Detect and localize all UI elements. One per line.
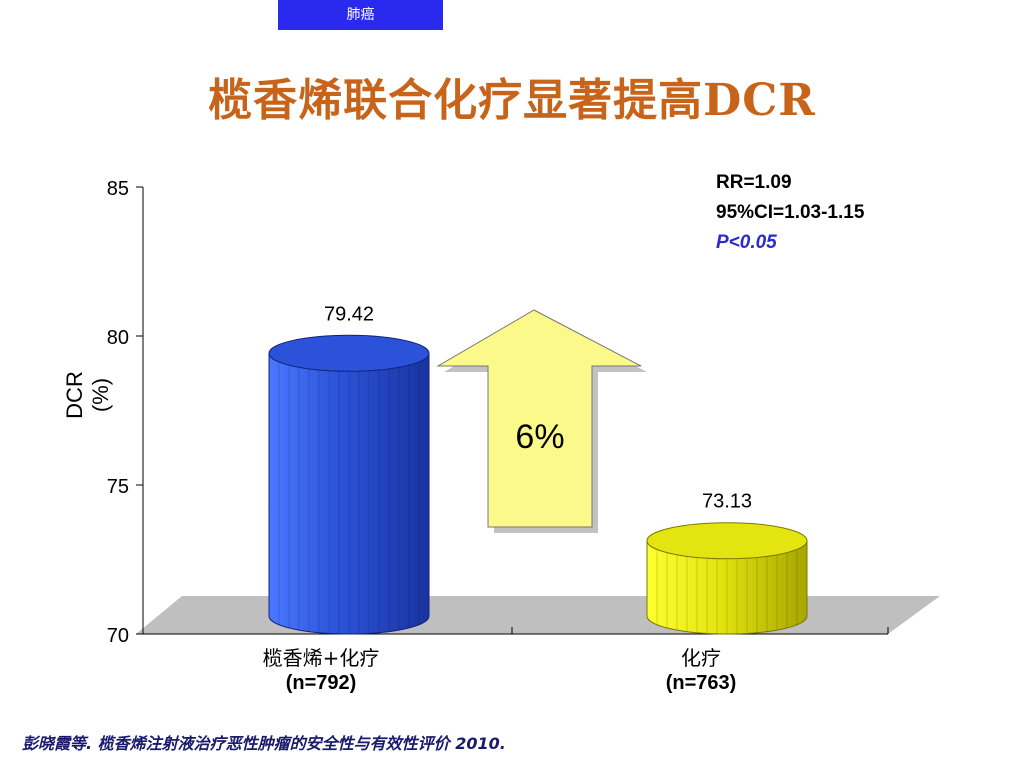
bar-2 [646, 522, 808, 635]
rr-text: RR=1.09 [716, 172, 792, 193]
category-label-1: 榄香烯+化疗 [263, 646, 380, 670]
topic-badge: 肺癌 [278, 0, 443, 30]
value-label-1: 79.42 [324, 303, 374, 325]
y-tick-label: 70 [107, 625, 129, 647]
y-axis-label: DCR(%) [62, 371, 113, 419]
slide-title: 榄香烯联合化疗显著提高DCR [208, 75, 816, 126]
bar-1 [268, 334, 430, 635]
p-value-text: P<0.05 [716, 232, 777, 253]
y-tick-label: 75 [107, 476, 129, 498]
y-tick-label: 85 [107, 178, 129, 200]
stats-box: RR=1.09 95%CI=1.03-1.15 P<0.05 [716, 168, 864, 258]
category-sublabel-1: (n=792) [286, 672, 357, 694]
ci-text: 95%CI=1.03-1.15 [716, 202, 865, 223]
chart-floor [136, 596, 940, 634]
value-label-2: 73.13 [702, 491, 752, 513]
increase-label: 6% [515, 418, 564, 456]
citation-footnote: 彭晓霞等. 榄香烯注射液治疗恶性肿瘤的安全性与有效性评价 2010. [22, 734, 506, 753]
y-tick-label: 80 [107, 327, 129, 349]
increase-arrow [436, 309, 642, 528]
category-label-2: 化疗 [681, 646, 721, 670]
category-sublabel-2: (n=763) [666, 672, 737, 694]
